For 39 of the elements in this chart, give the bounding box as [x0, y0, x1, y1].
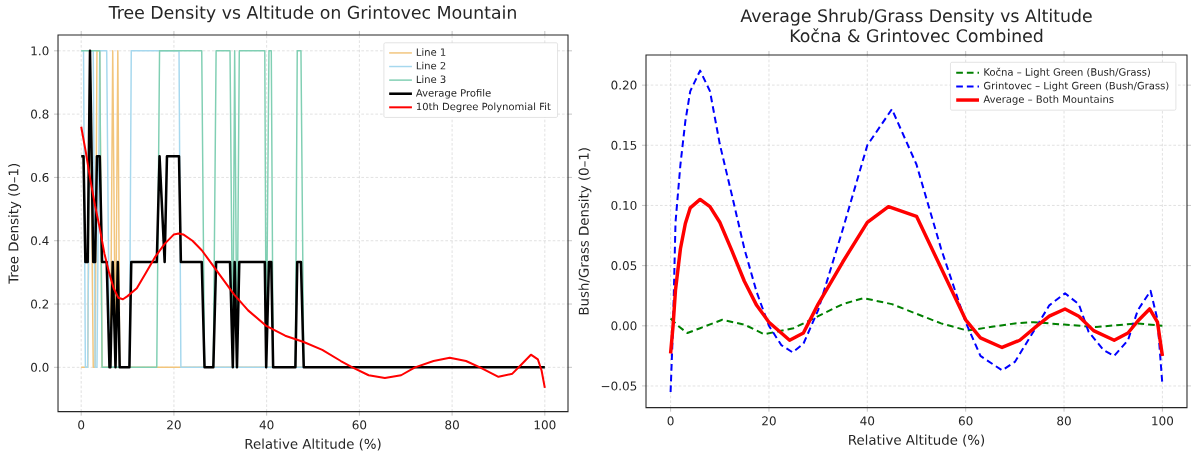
legend-label: Line 3 [416, 75, 446, 84]
x-tick-label: 80 [445, 420, 459, 430]
y-tick-label: −0.05 [601, 381, 637, 391]
legend-label: Average – Both Mountains [983, 95, 1114, 105]
y-tick-label: 0.6 [31, 172, 49, 182]
legend-label: Kočna – Light Green (Bush/Grass) [984, 67, 1150, 78]
legend-label: 10th Degree Polynomial Fit [416, 102, 551, 113]
x-tick-label: 0 [667, 416, 674, 426]
y-tick-label: 0.2 [31, 299, 49, 309]
y-axis-title: Bush/Grass Density (0–1) [578, 148, 592, 315]
y-tick-label: 0.0 [31, 362, 49, 372]
x-tick-label: 0 [78, 420, 85, 430]
x-tick-label: 60 [958, 416, 973, 426]
x-tick-label: 40 [860, 416, 875, 426]
legend-label: Line 2 [416, 61, 446, 70]
x-axis-title: Relative Altitude (%) [245, 438, 381, 451]
y-tick-label: 0.4 [31, 236, 49, 246]
y-tick-label: 1.0 [31, 46, 49, 56]
chart-subtitle: Kočna & Grintovec Combined [790, 28, 1043, 43]
x-axis-title: Relative Altitude (%) [849, 434, 985, 447]
chart-title: Tree Density vs Altitude on Grintovec Mountain [108, 5, 516, 23]
x-tick-label: 60 [352, 420, 367, 430]
y-axis-title: Tree Density (0–1) [8, 164, 22, 284]
y-tick-label: 0.05 [611, 261, 637, 271]
y-tick-label: 0.8 [31, 109, 49, 119]
legend-label: Average Profile [415, 88, 491, 99]
x-tick-label: 40 [259, 420, 274, 430]
legend-label: Grintovec – Light Green (Bush/Grass) [983, 81, 1169, 92]
chart-title: Average Shrub/Grass Density vs Altitude [740, 8, 1092, 26]
x-tick-label: 100 [534, 420, 556, 430]
y-tick-label: 0.10 [611, 200, 637, 210]
x-tick-label: 100 [1152, 416, 1174, 426]
y-tick-label: 0.15 [611, 140, 637, 150]
x-tick-label: 20 [762, 416, 776, 426]
y-tick-label: 0.00 [611, 321, 637, 331]
y-tick-label: 0.20 [611, 80, 637, 90]
x-tick-label: 20 [167, 420, 181, 430]
legend-label: Line 1 [416, 48, 446, 56]
x-tick-label: 80 [1057, 416, 1071, 426]
